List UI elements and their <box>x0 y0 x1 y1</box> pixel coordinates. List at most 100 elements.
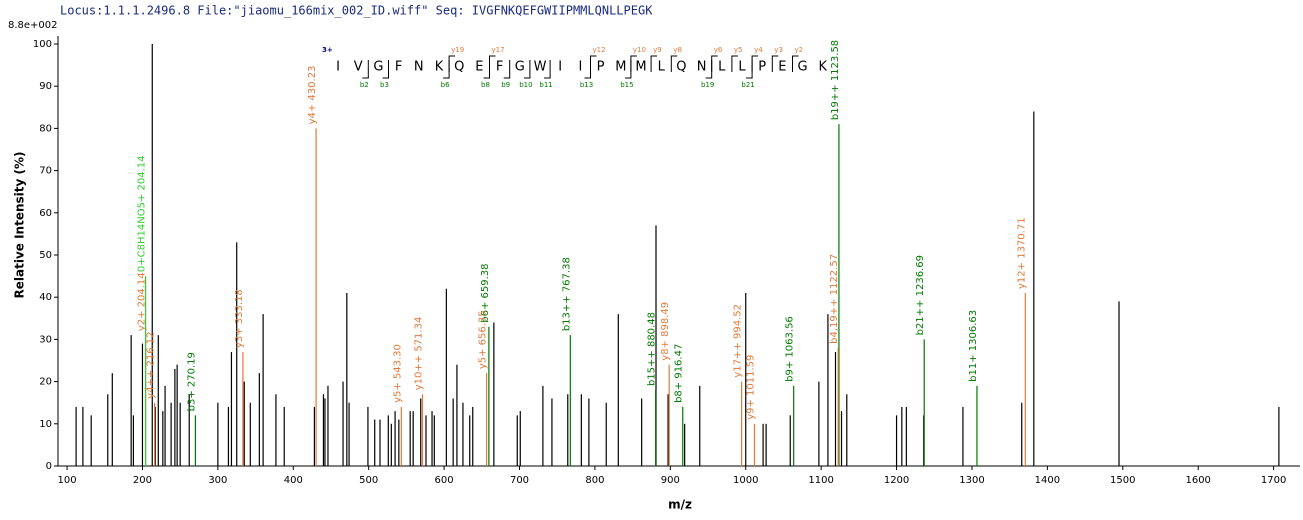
y-tick-label: 80 <box>39 123 52 134</box>
y-ion-label: y12 <box>593 46 606 54</box>
sequence-letter: Q <box>454 60 464 75</box>
y-tick-label: 0 <box>46 461 52 472</box>
y-ion-label: y9 <box>653 46 662 54</box>
sequence-letter: L <box>718 60 726 75</box>
x-tick-label: 1500 <box>1110 475 1135 486</box>
sequence-letter: L <box>658 60 666 75</box>
sequence-letter: G <box>515 60 525 75</box>
x-tick-label: 600 <box>435 475 454 486</box>
y-tick-label: 10 <box>39 419 52 430</box>
b-ion-label: b10 <box>519 81 532 89</box>
peak-label: b21++ 1236.69 <box>915 255 926 335</box>
x-tick-label: 1100 <box>808 475 833 486</box>
sequence-letter: I <box>336 60 340 75</box>
y-tick-label: 40 <box>39 292 52 303</box>
sequence-letter: I <box>578 60 582 75</box>
x-tick-label: 500 <box>359 475 378 486</box>
y-ion-label: y6 <box>714 46 723 54</box>
peak-label: y17++ 994.52 <box>733 304 744 378</box>
chart-title: Locus:1.1.1.2496.8 File:"jiaomu_166mix_0… <box>60 4 653 18</box>
x-axis-label: m/z <box>668 498 692 512</box>
sequence-letter: K <box>435 60 444 75</box>
y-ion-label: y4 <box>754 46 763 54</box>
b-ion-marker <box>483 60 490 79</box>
b-ion-marker <box>523 60 531 79</box>
peak-label: b9+ 1063.56 <box>785 316 796 382</box>
y-ion-marker <box>670 55 678 72</box>
peak-label: y5+ 543.30 <box>392 344 403 403</box>
peak-label: y5+ 656.35 <box>478 310 489 369</box>
b-ion-label: b2 <box>360 81 369 89</box>
peak-label: 0+C8H14NO5+ 204.14 <box>137 156 148 273</box>
b-ion-marker <box>705 60 713 79</box>
peak-label: y8+ 898.49 <box>660 302 671 361</box>
peak-label: b15++ 880.48 <box>647 312 658 386</box>
x-tick-label: 1600 <box>1185 475 1210 486</box>
sequence-letter: W <box>534 60 547 75</box>
sequence-letter: E <box>778 60 786 75</box>
y-tick-label: 30 <box>39 334 52 345</box>
y-ion-marker <box>792 55 799 72</box>
sequence-letter: N <box>414 60 424 75</box>
y-ion-marker <box>731 55 738 72</box>
b-ion-label: b6 <box>441 81 450 89</box>
sequence-letter: V <box>354 60 363 75</box>
x-tick-label: 1700 <box>1261 475 1286 486</box>
peak-label: y4++ 216.12 <box>146 331 157 398</box>
sequence-letter: N <box>697 60 707 75</box>
sequence-letter: L <box>738 60 746 75</box>
b-ion-label: b13 <box>580 81 593 89</box>
y-ion-marker <box>771 55 779 72</box>
y-ion-label: y3 <box>774 46 783 54</box>
peak-label: y9+ 1011.59 <box>745 355 756 420</box>
sequence-letter: F <box>496 60 503 75</box>
y-ion-label: y19 <box>451 46 464 54</box>
x-tick-label: 1300 <box>959 475 984 486</box>
y-ion-marker <box>489 55 496 72</box>
b-ion-label: b21 <box>741 81 754 89</box>
b-ion-marker <box>443 60 450 79</box>
y-tick-label: 90 <box>39 81 52 92</box>
sequence-letter: G <box>373 60 383 75</box>
b-ion-label: b3 <box>380 81 389 89</box>
x-tick-label: 700 <box>510 475 529 486</box>
y-tick-label: 20 <box>39 377 52 388</box>
b-ion-label: b19 <box>701 81 714 89</box>
sequence-letter: E <box>475 60 483 75</box>
y-tick-label: 50 <box>39 250 52 261</box>
y-tick-label: 60 <box>39 208 52 219</box>
x-tick-label: 900 <box>661 475 680 486</box>
sequence-letter: M <box>635 60 646 75</box>
y-ion-marker <box>650 55 658 72</box>
charge-label: 3+ <box>322 46 333 54</box>
peak-label: y4+ 430.23 <box>307 66 318 125</box>
b-ion-marker <box>746 60 753 79</box>
y-ion-label: y2 <box>795 46 804 54</box>
y-ion-label: y8 <box>673 46 682 54</box>
y-ion-label: y17 <box>492 46 505 54</box>
sequence-letter: Q <box>676 60 686 75</box>
peak-label: y2+ 204.14 <box>137 272 148 331</box>
y-tick-label: 70 <box>39 166 52 177</box>
peak-label: b19++ 1123.58 <box>830 40 841 120</box>
sequence-letter: P <box>597 60 605 75</box>
y-ion-marker <box>711 55 718 72</box>
y-tick-label: 100 <box>33 39 52 50</box>
sequence-letter: K <box>819 60 828 75</box>
b-ion-marker <box>544 60 551 79</box>
x-tick-label: 300 <box>208 475 227 486</box>
sequence-letter: M <box>615 60 626 75</box>
sequence-letter: F <box>395 60 402 75</box>
y-ion-marker <box>590 55 597 72</box>
scale-label: 8.8e+002 <box>8 20 58 31</box>
peak-label: y12+ 1370.71 <box>1016 217 1027 289</box>
peak-label: b13++ 767.38 <box>561 257 572 331</box>
b-ion-label: b15 <box>620 81 633 89</box>
peak-label: y10++ 571.34 <box>413 317 424 391</box>
sequence-letter: I <box>558 60 562 75</box>
x-tick-label: 1000 <box>733 475 758 486</box>
peak-label: b11+ 1306.63 <box>968 310 979 382</box>
x-tick-label: 1400 <box>1035 475 1060 486</box>
